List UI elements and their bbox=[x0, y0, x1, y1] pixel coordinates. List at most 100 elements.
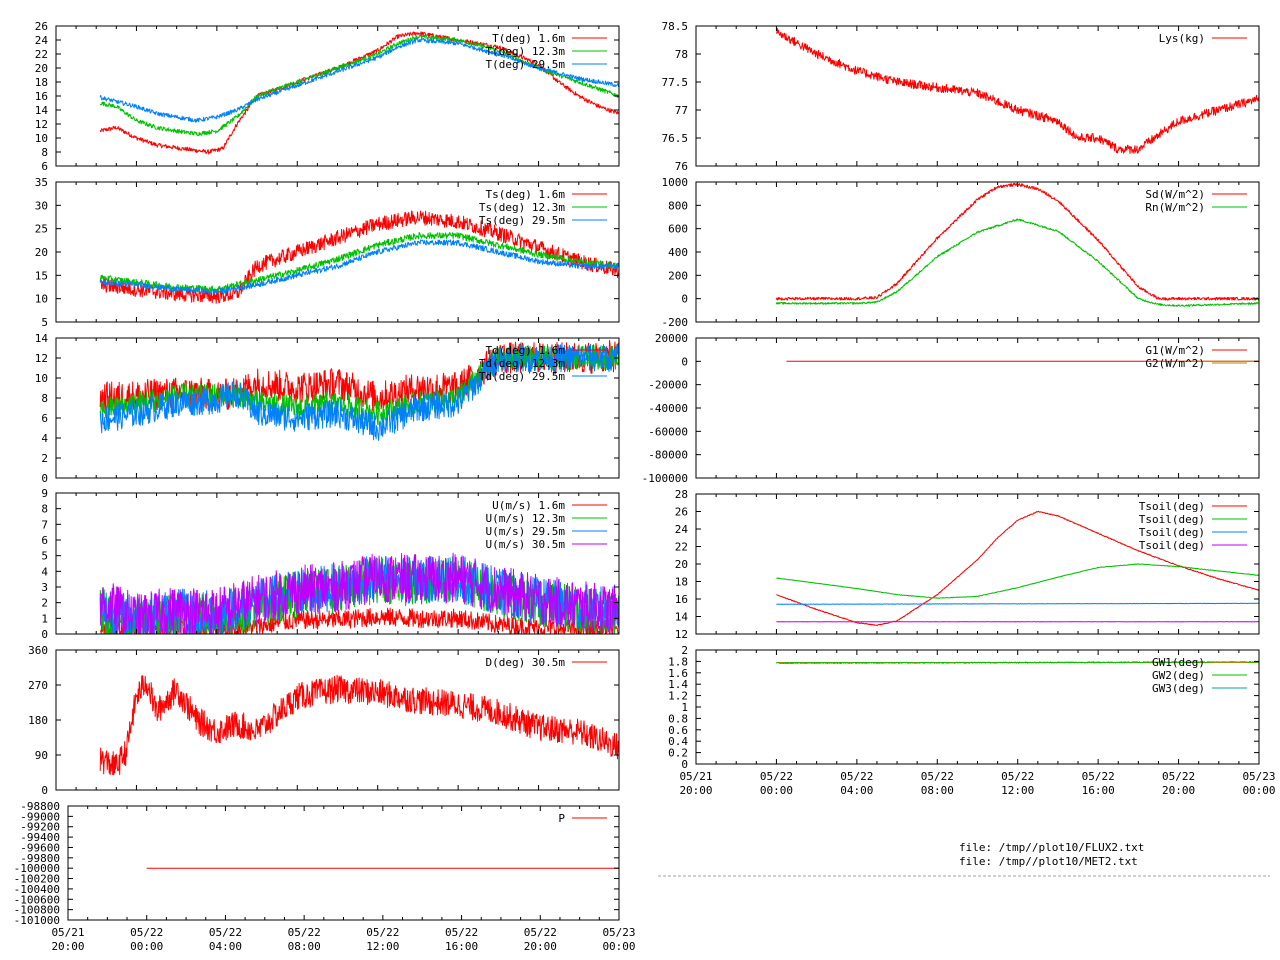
y-tick-label: 2 bbox=[41, 452, 48, 465]
y-tick-label: -100000 bbox=[642, 472, 688, 485]
y-tick-label: 1 bbox=[41, 612, 48, 625]
y-tick-label: 26 bbox=[675, 506, 688, 519]
y-tick-label: 76 bbox=[675, 160, 688, 173]
footer-file-flux: file: /tmp//plot10/FLUX2.txt bbox=[959, 841, 1144, 854]
legend-label: G2(W/m^2) bbox=[1145, 357, 1205, 370]
y-tick-label: -80000 bbox=[648, 449, 688, 462]
y-tick-label: 20 bbox=[35, 62, 48, 75]
y-tick-label: -20000 bbox=[648, 379, 688, 392]
x-tick-label-date: 05/22 bbox=[524, 926, 557, 939]
y-tick-label: 20 bbox=[35, 246, 48, 259]
x-tick-label-time: 00:00 bbox=[130, 940, 163, 953]
legend-label: P bbox=[558, 812, 565, 825]
x-tick-label-date: 05/22 bbox=[760, 770, 793, 783]
panel-g: -100000 -80000 -60000 -40000 -20000 0 20000 G1(… bbox=[642, 332, 1260, 485]
y-tick-label: 12 bbox=[35, 352, 48, 365]
y-tick-label: 400 bbox=[668, 246, 688, 259]
y-tick-label: 77 bbox=[675, 104, 688, 117]
y-tick-label: 15 bbox=[35, 269, 48, 282]
panel-gw: 00.20.40.60.811.21.41.61.8205/2120:0005/… bbox=[668, 644, 1275, 797]
series-line-tsoil-1 bbox=[776, 563, 1260, 599]
x-tick-label-time: 04:00 bbox=[840, 784, 873, 797]
y-tick-label: 1000 bbox=[662, 176, 689, 189]
y-tick-label: 24 bbox=[675, 523, 689, 536]
legend: GW1(deg)GW2(deg)GW3(deg) bbox=[1152, 656, 1247, 695]
y-tick-label: 90 bbox=[35, 749, 48, 762]
x-tick-label-date: 05/22 bbox=[445, 926, 478, 939]
y-tick-label: -98800 bbox=[20, 800, 60, 813]
y-tick-label: -100600 bbox=[14, 893, 60, 906]
legend-label: GW2(deg) bbox=[1152, 669, 1205, 682]
y-tick-label: 12 bbox=[675, 628, 688, 641]
legend-label: U(m/s) 29.5m bbox=[486, 525, 566, 538]
y-tick-label: 30 bbox=[35, 199, 48, 212]
y-tick-label: 270 bbox=[28, 679, 48, 692]
y-tick-label: 0.6 bbox=[668, 724, 688, 737]
y-tick-label: 1.4 bbox=[668, 678, 688, 691]
y-tick-label: 0.2 bbox=[668, 747, 688, 760]
y-tick-label: 8 bbox=[41, 503, 48, 516]
x-tick-label-time: 00:00 bbox=[1242, 784, 1275, 797]
legend-label: Tsoil(deg) bbox=[1139, 526, 1205, 539]
legend-label: D(deg) 30.5m bbox=[486, 656, 566, 669]
y-tick-label: 12 bbox=[35, 118, 48, 131]
legend-label: Ts(deg) 1.6m bbox=[486, 188, 566, 201]
legend-label: Td(deg) 12.3m bbox=[479, 357, 565, 370]
legend-label: GW1(deg) bbox=[1152, 656, 1205, 669]
y-tick-label: -200 bbox=[662, 316, 689, 329]
legend-label: Tsoil(deg) bbox=[1139, 513, 1205, 526]
footer-file-met: file: /tmp//plot10/MET2.txt bbox=[959, 855, 1138, 868]
y-tick-label: 78.5 bbox=[662, 20, 689, 33]
y-tick-label: 14 bbox=[35, 104, 49, 117]
legend-label: Sd(W/m^2) bbox=[1145, 188, 1205, 201]
series-group bbox=[776, 660, 1260, 665]
y-tick-label: 10 bbox=[35, 293, 48, 306]
legend-label: U(m/s) 30.5m bbox=[486, 538, 566, 551]
x-tick-label-date: 05/22 bbox=[366, 926, 399, 939]
y-tick-label: 22 bbox=[675, 541, 688, 554]
series-group bbox=[99, 340, 620, 441]
y-tick-label: 200 bbox=[668, 269, 688, 282]
y-tick-label: 600 bbox=[668, 223, 688, 236]
y-tick-label: 8 bbox=[41, 146, 48, 159]
y-tick-label: 0 bbox=[681, 355, 688, 368]
y-tick-label: -99200 bbox=[20, 821, 60, 834]
x-tick-label-date: 05/21 bbox=[679, 770, 712, 783]
y-tick-label: 10 bbox=[35, 132, 48, 145]
y-tick-label: 18 bbox=[675, 576, 688, 589]
y-tick-label: 22 bbox=[35, 48, 48, 61]
y-tick-label: 76.5 bbox=[662, 132, 689, 145]
y-tick-label: 0.8 bbox=[668, 712, 688, 725]
legend: D(deg) 30.5m bbox=[486, 656, 607, 669]
legend-label: U(m/s) 1.6m bbox=[492, 499, 565, 512]
y-tick-label: 4 bbox=[41, 565, 48, 578]
x-tick-label-time: 12:00 bbox=[366, 940, 399, 953]
y-tick-label: 1.2 bbox=[668, 690, 688, 703]
panel-lys: 76 76.5 77 77.5 78 78.5 Lys(kg) bbox=[662, 20, 1260, 173]
y-tick-label: 25 bbox=[35, 223, 48, 236]
y-tick-label: 9 bbox=[41, 487, 48, 500]
y-tick-label: 180 bbox=[28, 714, 48, 727]
y-tick-label: -101000 bbox=[14, 914, 60, 927]
x-tick-label-time: 04:00 bbox=[209, 940, 242, 953]
x-tick-label-date: 05/22 bbox=[921, 770, 954, 783]
x-tick-label-date: 05/22 bbox=[1082, 770, 1115, 783]
y-tick-label: 3 bbox=[41, 581, 48, 594]
y-tick-label: 5 bbox=[41, 550, 48, 563]
y-tick-label: 20 bbox=[675, 558, 688, 571]
legend-label: Td(deg) 1.6m bbox=[486, 344, 566, 357]
y-tick-label: 6 bbox=[41, 412, 48, 425]
y-tick-label: 28 bbox=[675, 488, 688, 501]
y-tick-label: -100400 bbox=[14, 883, 60, 896]
series-group bbox=[99, 210, 620, 304]
legend-label: Tsoil(deg) bbox=[1139, 500, 1205, 513]
x-tick-label-date: 05/22 bbox=[1162, 770, 1195, 783]
y-tick-label: 10 bbox=[35, 372, 48, 385]
x-tick-label-time: 20:00 bbox=[679, 784, 712, 797]
legend-label: Lys(kg) bbox=[1159, 32, 1205, 45]
series-line-ts-2 bbox=[99, 239, 620, 295]
y-tick-label: 0 bbox=[681, 293, 688, 306]
